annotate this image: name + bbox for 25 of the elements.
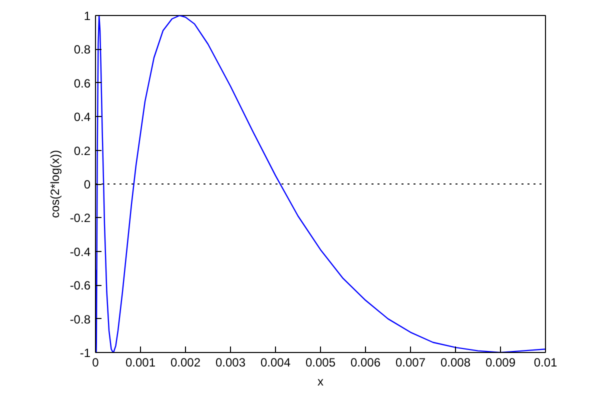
y-tick-label: -1 <box>80 346 91 360</box>
x-tick-label: 0.002 <box>170 356 201 370</box>
y-tick-label: -0.6 <box>70 278 91 293</box>
x-tick-label: 0.004 <box>260 356 291 370</box>
x-tick-label: 0.008 <box>440 356 471 370</box>
y-tick-label: 0.8 <box>74 42 91 57</box>
y-tick-label: -0.2 <box>70 211 91 226</box>
x-tick-label: 0.001 <box>125 356 156 370</box>
x-tick-label: 0.006 <box>350 356 381 370</box>
y-axis-title: cos(2*log(x)) <box>48 150 62 218</box>
y-tick-label: 0.2 <box>74 144 91 158</box>
x-tick-label: 0 <box>92 356 100 370</box>
y-tick-label: -0.8 <box>70 312 91 326</box>
x-tick-label: 0.01 <box>534 356 558 370</box>
x-axis-title: x <box>318 374 324 388</box>
x-tick-label: 0.009 <box>485 356 516 370</box>
y-tick-label: -0.4 <box>70 244 91 259</box>
y-tick-label: 0.6 <box>74 76 91 90</box>
x-tick-label: 0.005 <box>305 356 336 370</box>
y-tick-label: 1 <box>84 9 91 23</box>
y-tick-label: 0.4 <box>74 110 91 124</box>
x-tick-label: 0.007 <box>395 356 426 370</box>
y-tick-label: 0 <box>84 178 91 192</box>
x-tick-label: 0.003 <box>215 356 246 370</box>
line-series <box>96 16 546 352</box>
